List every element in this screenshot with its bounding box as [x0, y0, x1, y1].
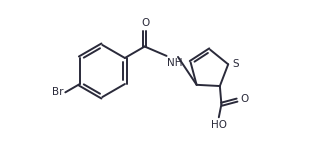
Text: Br: Br — [52, 87, 64, 97]
Text: O: O — [240, 94, 248, 104]
Text: NH: NH — [167, 58, 182, 68]
Text: O: O — [142, 18, 150, 28]
Text: S: S — [232, 59, 239, 69]
Text: HO: HO — [211, 120, 227, 130]
